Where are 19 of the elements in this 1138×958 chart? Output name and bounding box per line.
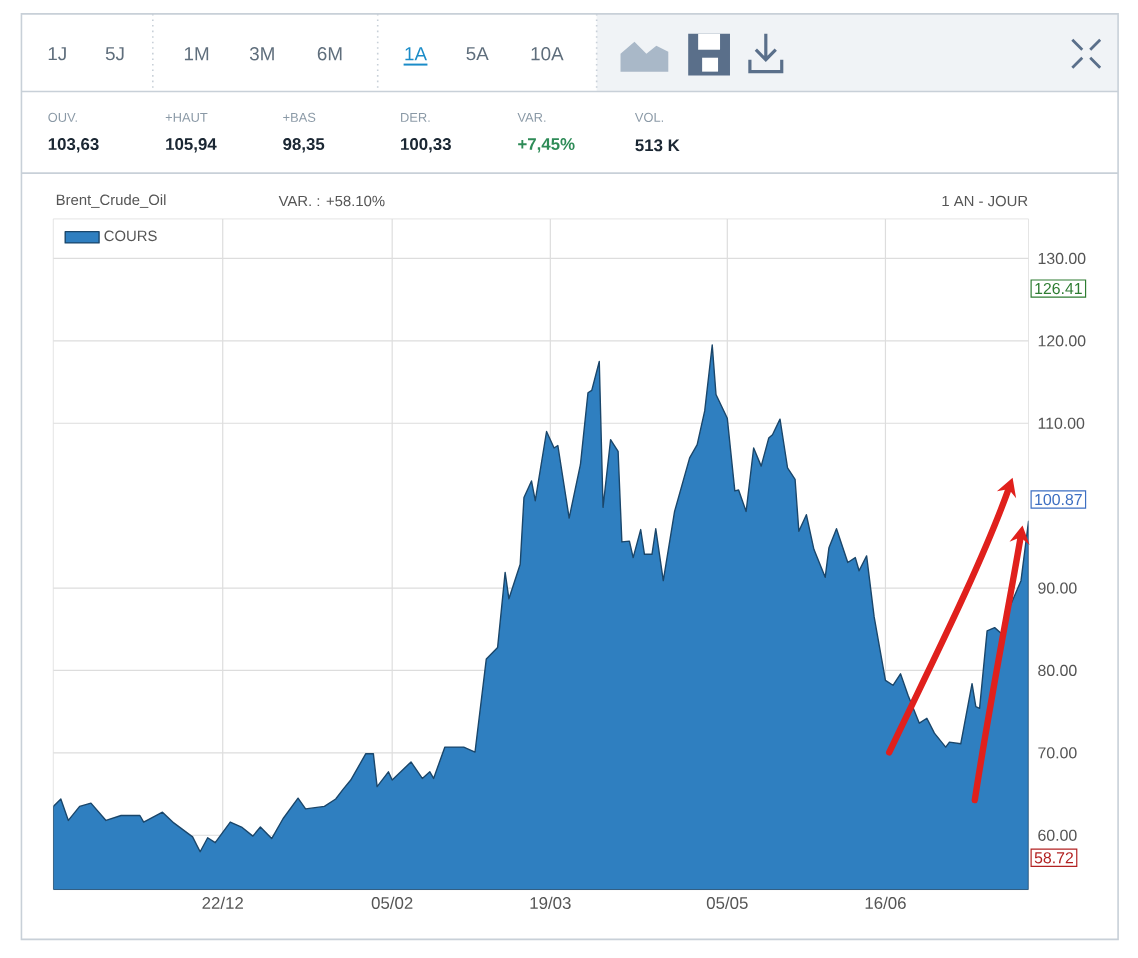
text: 3M [249, 47, 274, 61]
text: 1J [48, 47, 66, 61]
text: 105,94 [166, 138, 217, 153]
x-tick-label: 05/05 [706, 896, 748, 910]
text: 6M [317, 47, 342, 61]
text: 98,35 [283, 138, 325, 153]
text: 513 K [635, 139, 680, 152]
x-tick-label: 16/06 [865, 896, 906, 910]
text: 10A [531, 47, 564, 61]
x-tick-label: 22/12 [202, 896, 243, 910]
x-tick-label: 05/02 [371, 896, 413, 910]
text: 100,33 [401, 138, 451, 153]
text: 1A [405, 47, 428, 61]
text: 1M [184, 47, 209, 61]
x-tick-label: 19/03 [530, 896, 571, 910]
text: 5A [466, 47, 489, 61]
text: 5J [105, 47, 124, 61]
text: +7,45% [518, 138, 575, 153]
text: 103,63 [48, 138, 99, 153]
